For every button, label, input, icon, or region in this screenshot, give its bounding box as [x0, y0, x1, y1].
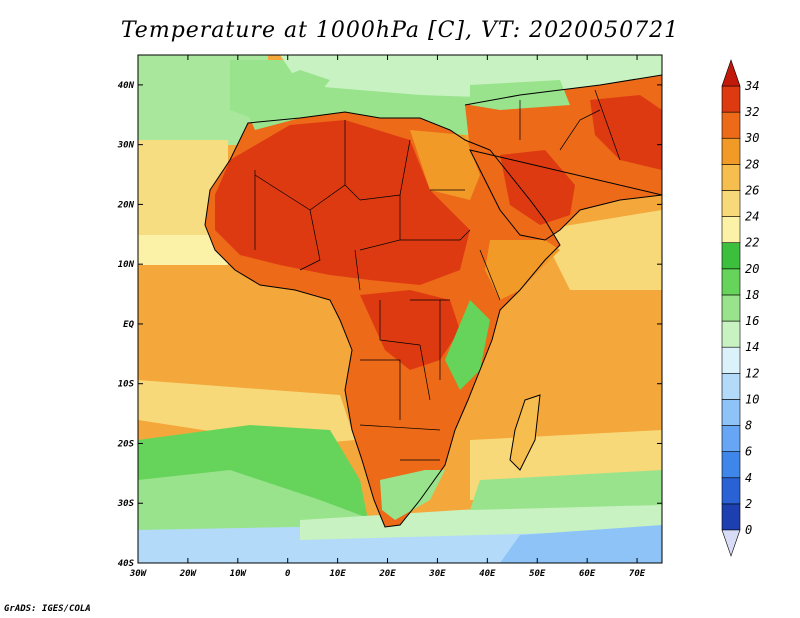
lon-tick-label: 60E	[579, 569, 596, 579]
lat-tick-label: 40S	[118, 559, 135, 569]
country-borders	[254, 89, 621, 461]
colorbar-label: 32	[744, 105, 759, 119]
lon-tick-label: 30W	[129, 569, 148, 579]
east-africa-highland-green	[445, 300, 490, 390]
lat-tick-label: 40N	[118, 81, 135, 91]
colorbar-label: 20	[745, 262, 759, 276]
lon-tick-label: 0	[285, 569, 291, 579]
central-africa-hot	[360, 290, 460, 370]
colorbar-label: 30	[744, 131, 759, 145]
lat-tick-label: 10S	[118, 380, 135, 390]
iran-hot-core	[590, 95, 662, 170]
lat-tick-label: EQ	[123, 320, 134, 330]
colorbar-segment	[721, 164, 741, 191]
colorbar-segment	[721, 190, 741, 217]
colorbar-label: 6	[745, 445, 752, 459]
colorbar-segment	[721, 137, 741, 165]
coastline	[204, 111, 561, 528]
colorbar-label: 2	[745, 497, 752, 511]
lon-tick-label: 10E	[329, 569, 346, 579]
colorbar-label: 10	[745, 392, 759, 406]
longitude-axis: 30W 20W 10W 0 10E 20E 30E 40E 50E 60E 70E	[129, 55, 646, 579]
lon-tick-label: 10W	[230, 569, 248, 579]
colorbar-segment	[721, 425, 741, 452]
map-title: Temperature at 1000hPa [C], VT: 20200507…	[120, 18, 680, 43]
lon-tick-label: 40E	[479, 569, 496, 579]
colorbar-segment	[721, 216, 741, 244]
colorbar-label: 14	[745, 340, 759, 354]
lon-tick-label: 30E	[428, 569, 446, 579]
arabian-sea-yellow	[540, 210, 662, 290]
lat-tick-label: 10N	[118, 260, 135, 270]
colorbar-segment	[721, 320, 741, 348]
colorbar-over-arrow	[721, 59, 741, 87]
colorbar-label: 16	[745, 314, 759, 328]
colorbar-under-arrow	[721, 529, 741, 557]
colorbar-label: 8	[745, 419, 752, 433]
map-frame	[137, 54, 663, 564]
lat-tick-label: 20S	[117, 439, 135, 449]
colorbar-label: 24	[745, 210, 759, 224]
colorbar-segment	[721, 399, 741, 426]
colorbar-label: 28	[745, 157, 759, 171]
ocean-indian-south-green	[470, 470, 662, 510]
lon-tick-label: 50E	[529, 569, 546, 579]
egypt-warm	[410, 130, 480, 200]
colorbar-segment	[721, 294, 741, 322]
latitude-axis: 40N 30N 20N 10N EQ 10S 20S 30S 40S	[117, 81, 662, 569]
ocean-southern-mint	[300, 500, 662, 540]
colorbar-segment	[721, 242, 741, 270]
ocean-southern-blue	[500, 525, 662, 563]
morocco-cool	[240, 70, 330, 130]
madagascar	[510, 395, 540, 470]
lon-tick-label: 20E	[378, 569, 396, 579]
colorbar-label: 0	[745, 523, 752, 537]
colorbar-segment	[721, 346, 741, 374]
horn-of-africa-warm	[485, 240, 560, 300]
colorbar-segment	[721, 268, 741, 296]
colorbar-label: 34	[744, 79, 759, 93]
lon-tick-label: 20W	[179, 569, 198, 579]
colorbar-segment	[721, 372, 741, 400]
south-africa-green	[380, 470, 445, 520]
colorbar-label: 26	[745, 183, 759, 197]
lon-tick-label: 70E	[629, 569, 646, 579]
arabia-hot-core	[500, 150, 575, 225]
lat-tick-label: 30N	[117, 141, 135, 151]
colorbar-label: 4	[745, 471, 752, 485]
software-credit: GrADS: IGES/COLA	[4, 604, 91, 614]
lat-tick-label: 30S	[117, 499, 135, 509]
coastline-arabia	[464, 74, 662, 241]
colorbar-segment	[721, 451, 741, 479]
temperature-field	[138, 55, 662, 563]
colorbar-segment	[721, 85, 741, 113]
colorbar-label: 18	[745, 288, 759, 302]
colorbar-segment	[721, 503, 741, 531]
colorbar-segment	[721, 111, 741, 139]
lat-tick-label: 20N	[117, 200, 135, 210]
coastline-madagascar	[509, 394, 541, 471]
colorbar-label: 22	[745, 236, 759, 250]
colorbar-label: 12	[745, 366, 759, 380]
colorbar-segment	[721, 477, 741, 505]
